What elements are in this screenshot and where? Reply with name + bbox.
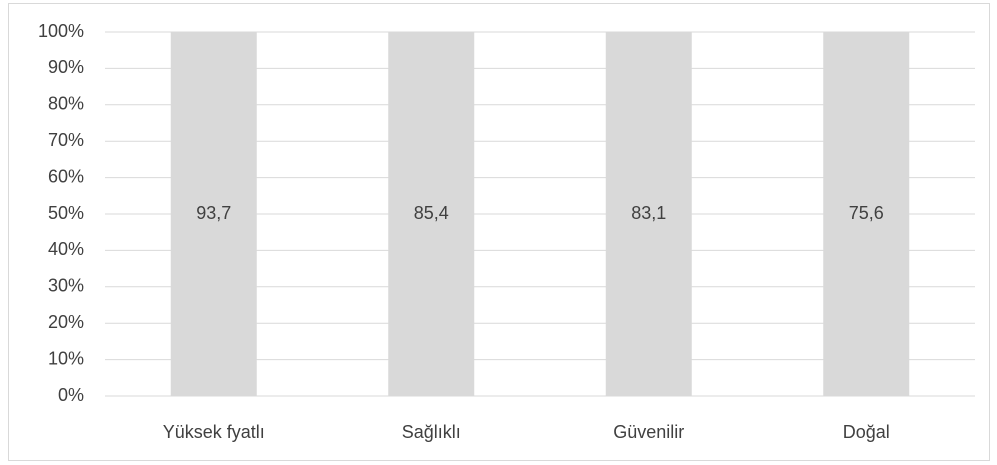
y-tick-label: 50% xyxy=(48,203,84,223)
y-tick-label: 20% xyxy=(48,312,84,332)
bar xyxy=(170,32,257,396)
x-tick-label: Yüksek fyatlı xyxy=(163,422,265,442)
y-tick-label: 10% xyxy=(48,348,84,368)
y-tick-label: 80% xyxy=(48,94,84,114)
bar xyxy=(388,32,475,396)
bar xyxy=(823,32,910,396)
y-tick-label: 40% xyxy=(48,239,84,259)
data-label: 93,7 xyxy=(196,203,231,223)
y-tick-label: 100% xyxy=(38,21,84,41)
bar xyxy=(605,32,692,396)
x-tick-label: Güvenilir xyxy=(613,422,684,442)
y-tick-label: 60% xyxy=(48,166,84,186)
y-tick-label: 0% xyxy=(58,385,84,405)
data-label: 85,4 xyxy=(414,203,449,223)
data-label: 75,6 xyxy=(849,203,884,223)
data-label: 83,1 xyxy=(631,203,666,223)
y-tick-label: 90% xyxy=(48,57,84,77)
x-tick-label: Doğal xyxy=(843,422,890,442)
x-tick-label: Sağlıklı xyxy=(402,422,461,442)
y-tick-label: 30% xyxy=(48,276,84,296)
y-tick-label: 70% xyxy=(48,130,84,150)
